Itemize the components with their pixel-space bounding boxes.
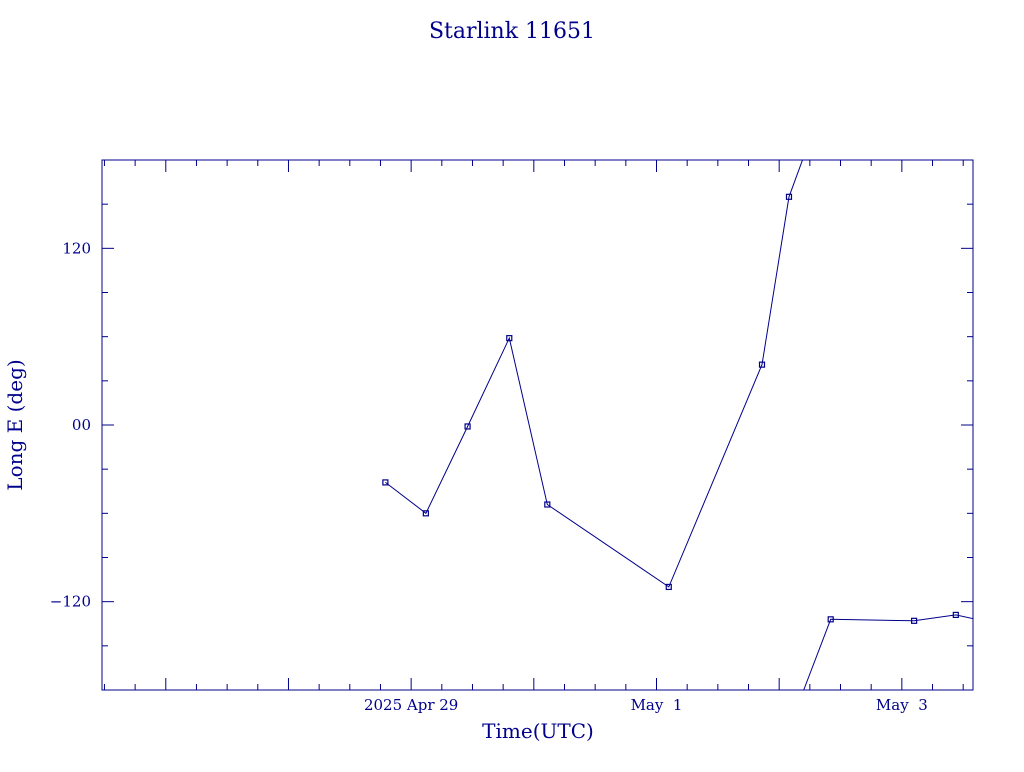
y-tick-label: 00: [72, 416, 91, 434]
series-line: [803, 614, 973, 690]
x-tick-label: May 3: [876, 696, 928, 714]
x-tick-label: 2025 Apr 29: [364, 696, 458, 714]
labels-layer: 2025 Apr 29 May 1 May 3 120 00 −120: [50, 239, 928, 714]
data-point: [785, 193, 793, 200]
data-point: [382, 479, 389, 486]
y-tick-label: 120: [62, 239, 91, 257]
data-point: [665, 583, 672, 591]
series-layer: [382, 160, 973, 690]
data-point: [758, 361, 766, 368]
data-point: [911, 617, 918, 624]
data-point: [506, 335, 513, 342]
chart-title: Starlink 11651: [429, 19, 595, 44]
plot-frame: [101, 159, 974, 691]
y-tick-label: −120: [50, 593, 91, 611]
x-axis-label: Time(UTC): [482, 719, 594, 743]
x-tick-label: May 1: [631, 696, 683, 714]
y-axis-label: Long E (deg): [3, 359, 27, 490]
data-point: [544, 501, 551, 508]
data-point: [827, 616, 834, 623]
data-point: [952, 611, 959, 619]
ticks-layer: [102, 160, 973, 690]
series-line: [385, 160, 803, 588]
data-point: [464, 423, 471, 430]
data-point: [422, 510, 429, 517]
